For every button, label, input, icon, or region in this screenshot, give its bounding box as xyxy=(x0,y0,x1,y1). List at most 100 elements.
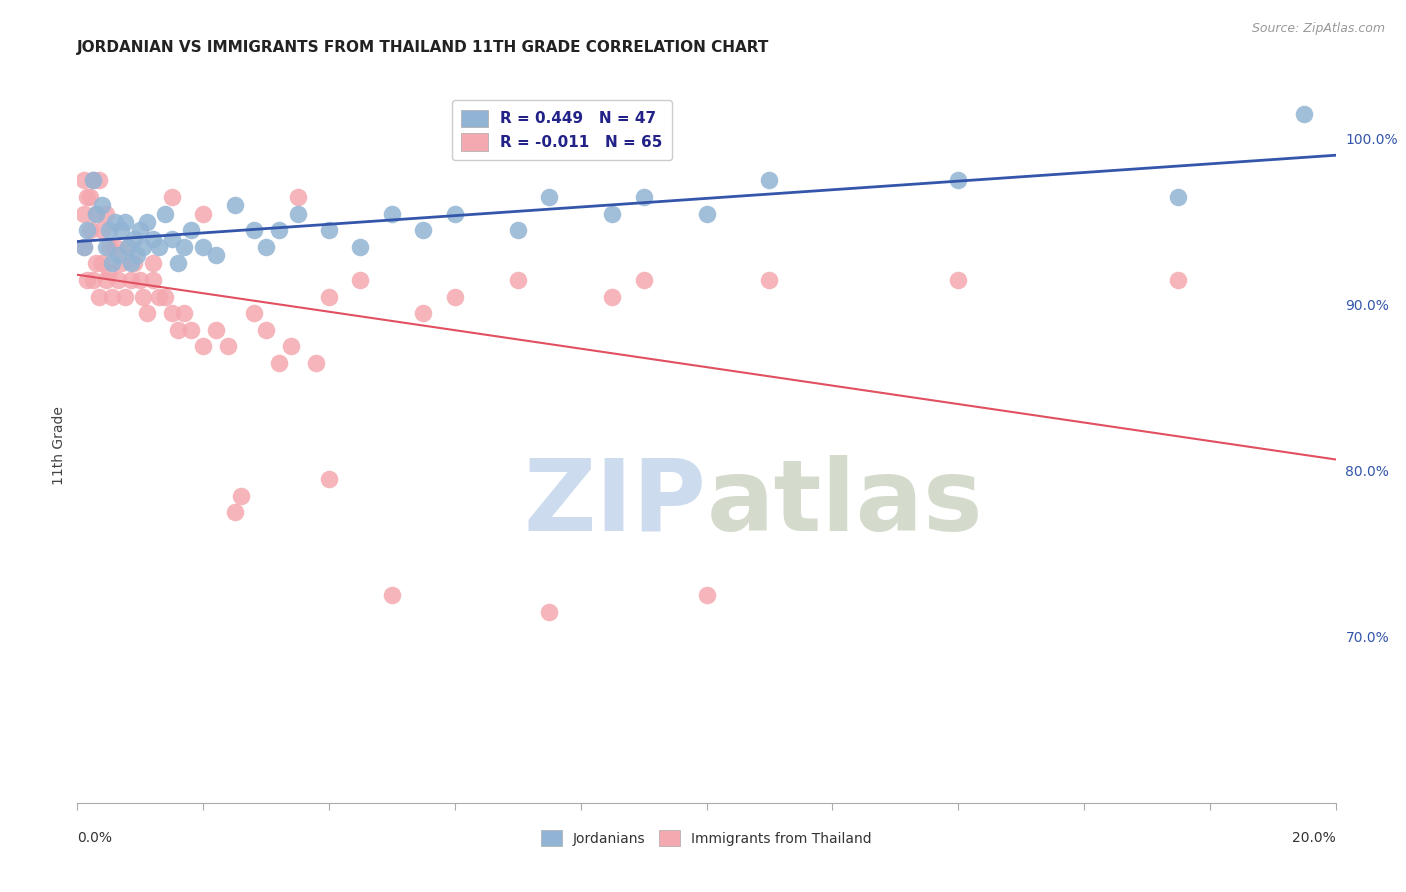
Point xyxy=(135,306,157,320)
Point xyxy=(224,198,246,212)
Text: 20.0%: 20.0% xyxy=(1292,831,1336,846)
Point xyxy=(167,323,190,337)
Point xyxy=(84,207,107,221)
Point xyxy=(142,231,165,245)
Point xyxy=(280,339,302,353)
Point xyxy=(191,339,215,353)
Point xyxy=(142,273,165,287)
Point xyxy=(107,248,129,262)
Point xyxy=(94,240,117,254)
Point xyxy=(89,173,111,187)
Point xyxy=(104,240,127,254)
Point xyxy=(120,256,142,270)
Point xyxy=(104,215,127,229)
Point xyxy=(600,207,623,221)
Point xyxy=(107,273,129,287)
Point xyxy=(267,223,290,237)
Point xyxy=(758,273,780,287)
Point xyxy=(160,306,183,320)
Point xyxy=(696,588,718,602)
Point xyxy=(444,290,467,304)
Point xyxy=(72,207,94,221)
Point xyxy=(318,290,340,304)
Point xyxy=(155,290,177,304)
Point xyxy=(117,240,139,254)
Point xyxy=(305,356,328,370)
Point xyxy=(1167,190,1189,204)
Point xyxy=(72,173,94,187)
Point xyxy=(72,240,94,254)
Point xyxy=(381,588,404,602)
Point xyxy=(76,273,98,287)
Point xyxy=(287,190,309,204)
Point xyxy=(412,223,434,237)
Point xyxy=(76,223,98,237)
Point xyxy=(82,173,104,187)
Point xyxy=(1167,273,1189,287)
Point xyxy=(506,223,529,237)
Point xyxy=(254,240,277,254)
Point xyxy=(229,489,252,503)
Point xyxy=(349,240,371,254)
Point xyxy=(180,323,202,337)
Point xyxy=(538,190,561,204)
Point xyxy=(110,256,132,270)
Point xyxy=(148,240,170,254)
Point xyxy=(97,265,120,279)
Point xyxy=(127,248,149,262)
Point xyxy=(101,256,124,270)
Point xyxy=(160,231,183,245)
Point xyxy=(600,290,623,304)
Point xyxy=(506,273,529,287)
Text: ZIP: ZIP xyxy=(523,455,707,551)
Text: JORDANIAN VS IMMIGRANTS FROM THAILAND 11TH GRADE CORRELATION CHART: JORDANIAN VS IMMIGRANTS FROM THAILAND 11… xyxy=(77,40,769,55)
Point xyxy=(160,190,183,204)
Point xyxy=(82,173,104,187)
Point xyxy=(91,256,114,270)
Point xyxy=(79,223,101,237)
Point xyxy=(173,240,195,254)
Point xyxy=(72,240,94,254)
Point xyxy=(129,223,152,237)
Point xyxy=(948,273,970,287)
Point xyxy=(180,223,202,237)
Point xyxy=(633,190,655,204)
Point xyxy=(132,240,155,254)
Point xyxy=(148,290,170,304)
Point xyxy=(132,290,155,304)
Point xyxy=(120,273,142,287)
Point xyxy=(633,273,655,287)
Point xyxy=(97,223,120,237)
Point xyxy=(79,190,101,204)
Point xyxy=(173,306,195,320)
Point xyxy=(224,505,246,519)
Point xyxy=(94,207,117,221)
Point xyxy=(167,256,190,270)
Point xyxy=(204,323,226,337)
Point xyxy=(267,356,290,370)
Point xyxy=(155,207,177,221)
Point xyxy=(242,306,264,320)
Point xyxy=(242,223,264,237)
Point xyxy=(89,290,111,304)
Point xyxy=(349,273,371,287)
Point xyxy=(217,339,239,353)
Point xyxy=(84,207,107,221)
Point xyxy=(129,273,152,287)
Text: atlas: atlas xyxy=(707,455,983,551)
Point xyxy=(91,223,114,237)
Point xyxy=(381,207,404,221)
Point xyxy=(76,190,98,204)
Point xyxy=(191,240,215,254)
Point xyxy=(287,207,309,221)
Point xyxy=(117,240,139,254)
Point xyxy=(122,256,145,270)
Point xyxy=(191,207,215,221)
Point xyxy=(114,290,136,304)
Point xyxy=(318,472,340,486)
Point xyxy=(142,256,165,270)
Text: 0.0%: 0.0% xyxy=(77,831,112,846)
Legend: Jordanians, Immigrants from Thailand: Jordanians, Immigrants from Thailand xyxy=(534,823,879,853)
Point xyxy=(204,248,226,262)
Point xyxy=(538,605,561,619)
